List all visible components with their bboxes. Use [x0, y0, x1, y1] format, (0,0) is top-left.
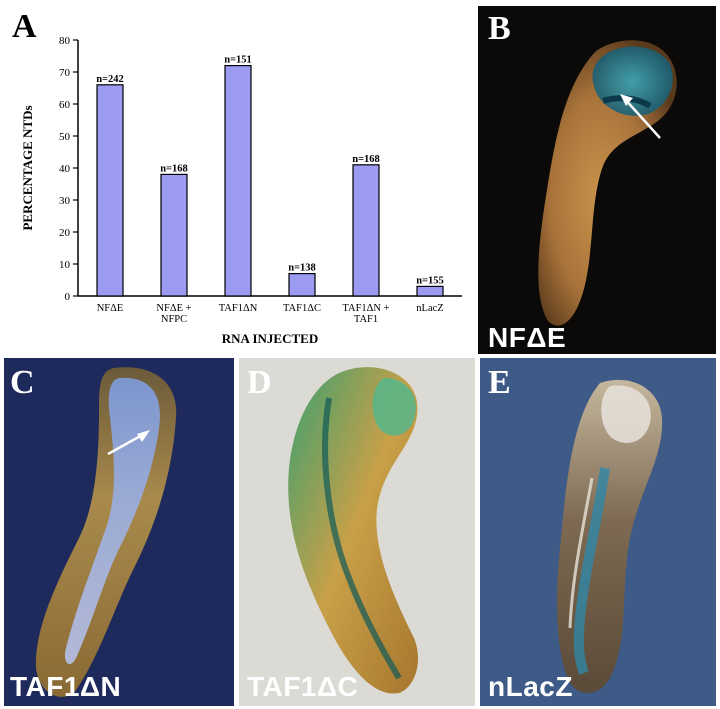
x-tick-label: TAF1ΔC	[283, 303, 321, 314]
bar-data-label: n=138	[288, 263, 316, 274]
panel-b-letter: B	[488, 10, 511, 47]
embryo-image-e	[557, 379, 663, 694]
x-tick-label: NFPC	[161, 314, 187, 325]
panel-b-caption: NFΔE	[488, 322, 567, 353]
x-tick-label: TAF1ΔN	[219, 303, 258, 314]
bar-data-label: n=242	[96, 74, 124, 85]
panel-e-caption: nLacZ	[488, 671, 573, 702]
embryo-image-b	[538, 40, 677, 326]
photo-panel-b: B NFΔE	[478, 6, 716, 354]
y-tick-label: 0	[65, 291, 71, 303]
x-tick-label: NFΔE	[97, 303, 124, 314]
y-tick-label: 40	[59, 163, 71, 175]
y-tick-label: 30	[59, 195, 71, 207]
panel-e-letter: E	[488, 364, 511, 401]
bar-data-label: n=151	[224, 55, 252, 66]
bar	[416, 285, 444, 297]
bar-data-label: n=168	[160, 163, 188, 174]
y-tick-label: 60	[59, 99, 71, 111]
panel-c-letter: C	[10, 364, 35, 401]
embryo-image-d	[288, 367, 419, 694]
photo-panel-e: E nLacZ	[480, 358, 716, 706]
photo-panel-c: C TAF1ΔN	[4, 358, 234, 706]
x-tick-label: nLacZ	[416, 303, 443, 314]
ntd-bar-chart: 0 10 20 30 40 50 60 70 80 n=242 NFΔE n=168 NFΔE +NFP…	[20, 35, 462, 346]
embryo-image-c	[35, 367, 177, 697]
panel-c-caption: TAF1ΔN	[10, 671, 122, 702]
bar	[96, 84, 124, 297]
bar	[288, 273, 316, 297]
panel-d-letter: D	[247, 364, 272, 401]
bar	[224, 64, 252, 297]
y-tick-label: 50	[59, 131, 71, 143]
panel-a-letter: A	[12, 8, 37, 45]
x-tick-label: NFΔE +	[156, 303, 191, 314]
y-tick-label: 70	[59, 67, 71, 79]
panel-d-caption: TAF1ΔC	[247, 671, 359, 702]
bar	[352, 164, 380, 297]
x-tick-label: TAF1ΔN +	[342, 303, 389, 314]
bar-data-label: n=155	[416, 275, 444, 286]
x-axis-label: RNA INJECTED	[222, 331, 318, 346]
bar-data-label: n=168	[352, 154, 380, 165]
bar	[160, 173, 188, 297]
y-tick-label: 20	[59, 227, 71, 239]
y-tick-label: 10	[59, 259, 71, 271]
photo-panel-d: D TAF1ΔC	[239, 358, 475, 706]
y-tick-label: 80	[59, 35, 71, 47]
x-tick-label: TAF1	[354, 314, 378, 325]
y-axis-label: PERCENTAGE NTDs	[20, 105, 35, 230]
